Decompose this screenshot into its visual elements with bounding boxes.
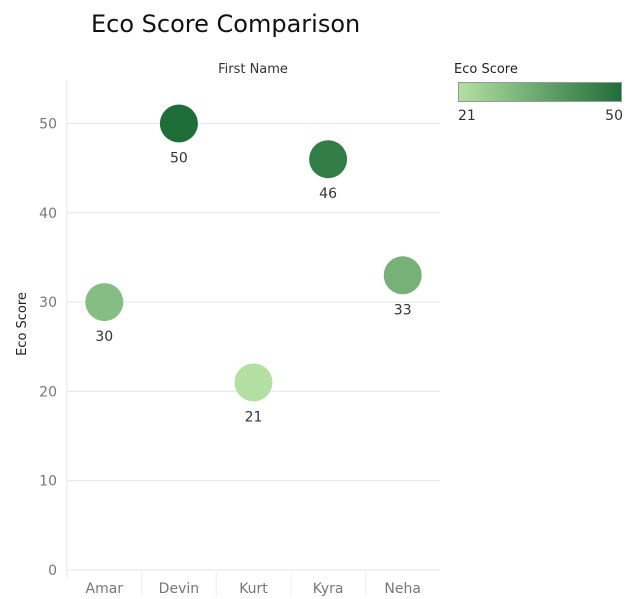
y-tick-labels: 0 10 20 30 40 50 [39, 117, 57, 580]
legend-min-label: 21 [458, 108, 476, 124]
x-tick-labels: Amar Devin Kurt Kyra Neha [86, 581, 421, 597]
x-tick-label: Kurt [239, 581, 268, 597]
data-label: 33 [394, 302, 412, 318]
x-tick-label: Amar [86, 581, 124, 597]
y-axis-title: Eco Score [15, 292, 30, 356]
y-tick-label: 0 [48, 563, 57, 579]
data-points [85, 104, 422, 402]
data-point[interactable] [383, 256, 422, 295]
axes [66, 80, 440, 596]
chart-title: Eco Score Comparison [91, 10, 361, 38]
legend-color-ramp [458, 82, 622, 102]
x-tick-label: Neha [384, 581, 421, 597]
data-point[interactable] [234, 363, 273, 402]
data-point[interactable] [85, 283, 124, 322]
legend-max-label: 50 [605, 108, 623, 124]
data-label: 21 [245, 409, 263, 425]
x-tick-label: Kyra [313, 581, 344, 597]
y-tick-label: 40 [39, 206, 57, 222]
y-tick-label: 20 [39, 384, 57, 400]
y-tick-label: 30 [39, 295, 57, 311]
data-point[interactable] [159, 104, 198, 143]
legend-title: Eco Score [454, 62, 518, 77]
x-tick-label: Devin [159, 581, 199, 597]
data-label: 50 [170, 151, 188, 167]
column-header: First Name [218, 62, 288, 77]
y-tick-label: 50 [39, 117, 57, 133]
y-tick-label: 10 [39, 474, 57, 490]
data-label: 46 [319, 186, 337, 202]
data-point[interactable] [309, 140, 348, 179]
data-label: 30 [95, 329, 113, 345]
data-labels: 30 50 21 46 33 [95, 151, 411, 426]
